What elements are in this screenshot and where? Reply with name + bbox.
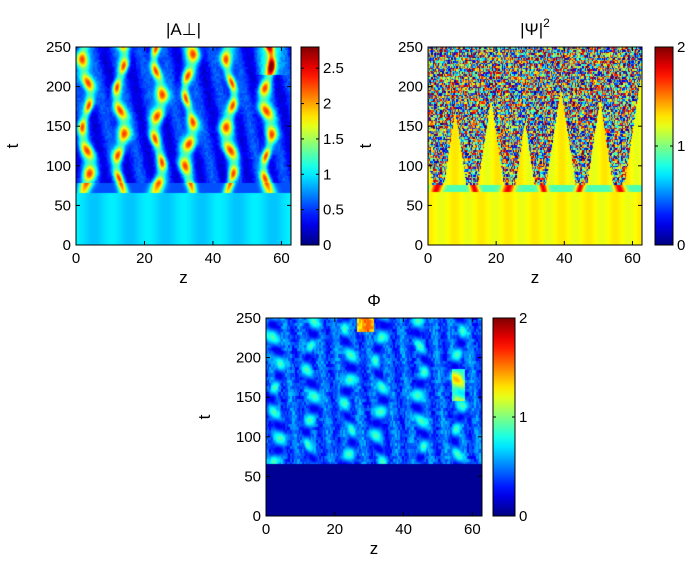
colorbar-tick-label: 0.5 [323,202,344,219]
colorbar-tick-label: 1 [519,409,527,426]
y-tick-label: 150 [398,118,423,135]
x-tick-label: 0 [424,250,432,267]
chart-title: |A⊥| [166,20,201,39]
colorbar-tick-label: 1 [323,166,331,183]
x-axis-label: z [370,539,379,558]
panel-A: 0 20 40 60 0 50 100 150 200 250 z t |A⊥| 0 0.5 1 1.5 2 2.5 [3,20,344,287]
colorbar-tick-label: 0 [323,237,331,254]
y-tick-label: 200 [236,350,261,367]
y-tick-label: 0 [253,508,261,525]
y-tick-label: 150 [236,389,261,406]
y-axis-label: t [356,143,375,148]
colorbar [492,317,516,517]
y-tick-label: 50 [54,197,71,214]
plot-frame [265,317,483,517]
heatmap-image-Psi [428,47,642,245]
y-tick-label: 250 [398,39,423,56]
colorbar-tick-label: 0 [519,508,527,525]
x-tick-label: 40 [205,250,222,267]
plot-frame [427,46,643,246]
x-tick-label: 60 [624,250,641,267]
x-tick-label: 0 [72,250,80,267]
x-tick-label: 20 [488,250,505,267]
colorbar-tick-label: 0 [677,237,685,254]
y-tick-label: 250 [236,310,261,327]
colorbar-tick-label: 2 [677,39,685,56]
chart-title: Φ [367,291,381,310]
y-tick-label: 0 [63,237,71,254]
panel-Phi: 0 20 40 60 0 50 100 150 200 250 z t Φ 0 1 2 [195,291,527,558]
x-tick-label: 40 [556,250,573,267]
heatmap-image-A [76,47,291,245]
x-tick-label: 40 [395,521,412,538]
y-tick-label: 100 [236,429,261,446]
x-axis-label: z [179,268,188,287]
chart-title: |Ψ|2 [520,16,550,39]
x-tick-label: 60 [464,521,481,538]
y-axis-label: t [3,143,22,148]
colorbar-tick-label: 1.5 [323,131,344,148]
y-tick-label: 200 [398,79,423,96]
x-tick-label: 20 [326,521,343,538]
y-tick-label: 50 [244,468,261,485]
heatmap-image-Phi [266,318,482,516]
x-axis-label: z [531,268,540,287]
y-tick-label: 200 [46,79,71,96]
x-tick-label: 0 [262,521,270,538]
plot-frame [75,46,292,246]
x-tick-label: 20 [136,250,153,267]
y-tick-label: 0 [415,237,423,254]
colorbar-tick-label: 2.5 [323,60,344,77]
y-tick-label: 100 [46,158,71,175]
colorbar [300,46,320,246]
chart-title-superscript: 2 [543,16,550,30]
panel-Psi: 0 20 40 60 0 50 100 150 200 250 z t |Ψ|2 0 1 2 [356,16,685,287]
y-tick-label: 100 [398,158,423,175]
y-tick-label: 50 [406,197,423,214]
colorbar-tick-label: 2 [323,96,331,113]
y-tick-label: 150 [46,118,71,135]
x-tick-label: 60 [273,250,290,267]
colorbar-tick-label: 2 [519,310,527,327]
colorbar-tick-label: 1 [677,138,685,155]
y-tick-label: 250 [46,39,71,56]
y-axis-label: t [195,414,214,419]
